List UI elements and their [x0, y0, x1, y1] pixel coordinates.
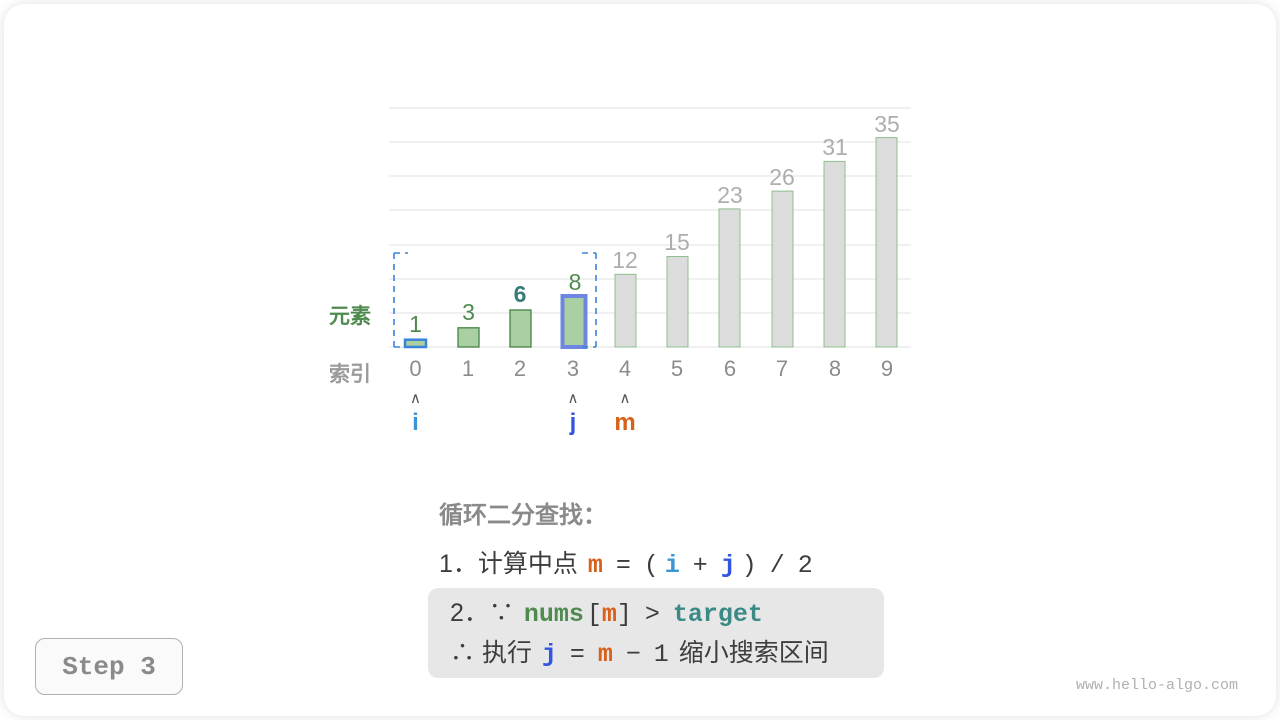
- svg-text:31: 31: [822, 134, 848, 160]
- svg-text:m: m: [614, 409, 635, 436]
- svg-text:8: 8: [569, 269, 582, 295]
- svg-text:6: 6: [514, 281, 527, 307]
- svg-text:1: 1: [462, 356, 474, 381]
- svg-text:0: 0: [409, 356, 421, 381]
- svg-text:索引: 索引: [329, 363, 371, 386]
- svg-text:6: 6: [724, 356, 736, 381]
- svg-text:∧: ∧: [620, 390, 631, 407]
- svg-text:5: 5: [671, 356, 683, 381]
- svg-text:∧: ∧: [568, 390, 579, 407]
- svg-text:元素: 元素: [329, 304, 371, 328]
- svg-text:7: 7: [776, 356, 788, 381]
- svg-text:23: 23: [717, 182, 743, 208]
- svg-text:12: 12: [612, 247, 638, 273]
- svg-text:2: 2: [514, 356, 526, 381]
- svg-text:9: 9: [881, 356, 893, 381]
- svg-text:i: i: [412, 409, 419, 436]
- svg-text:26: 26: [769, 164, 795, 190]
- svg-text:3: 3: [462, 299, 475, 325]
- svg-text:1: 1: [409, 311, 422, 337]
- svg-text:j: j: [569, 409, 577, 436]
- svg-text:∧: ∧: [410, 390, 421, 407]
- svg-text:8: 8: [829, 356, 841, 381]
- svg-text:15: 15: [664, 229, 690, 255]
- svg-text:3: 3: [567, 356, 579, 381]
- svg-text:35: 35: [874, 111, 900, 137]
- svg-text:4: 4: [619, 356, 631, 381]
